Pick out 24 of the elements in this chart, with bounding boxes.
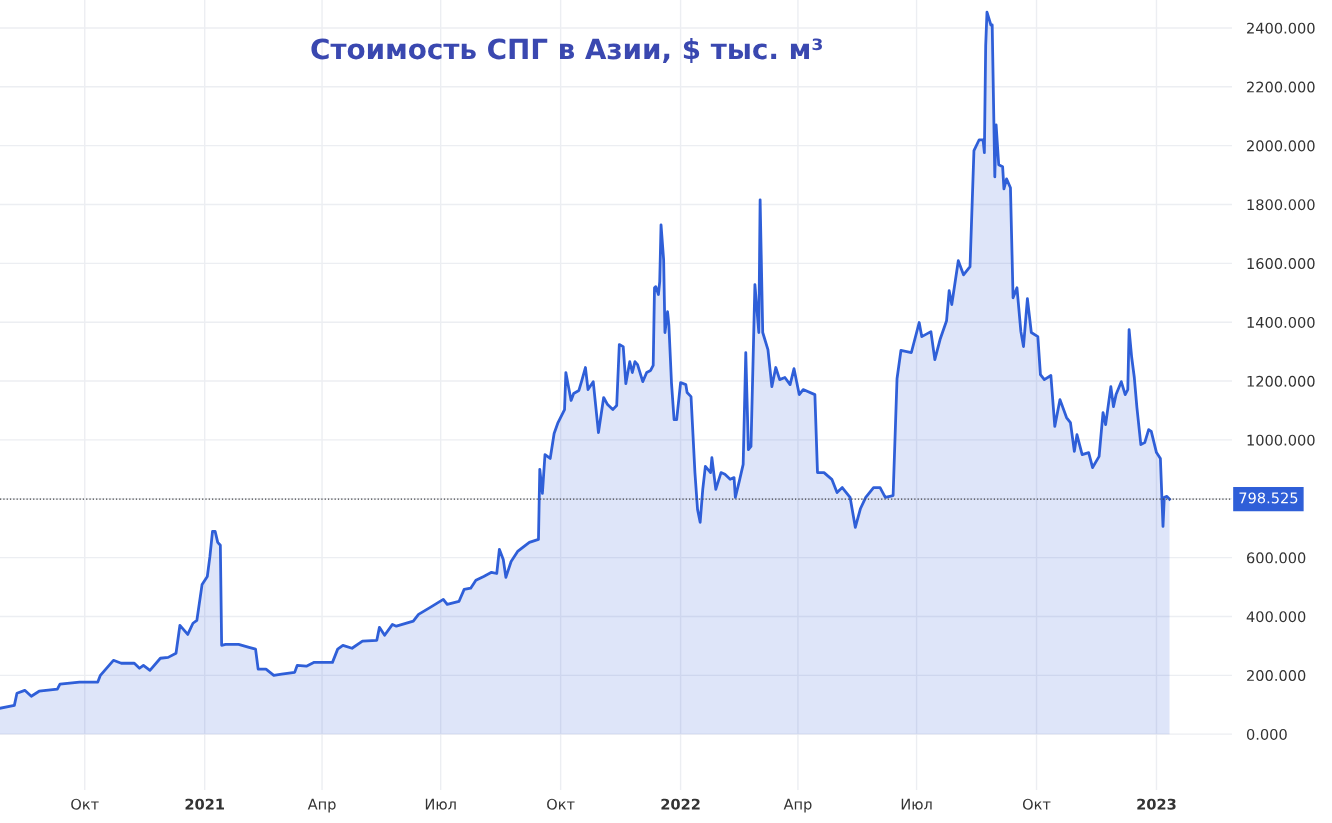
x-tick-label: Апр (307, 798, 336, 813)
x-tick-label: 2021 (185, 798, 224, 810)
y-tick-label: 1000.000 (1247, 434, 1315, 446)
y-tick-label: 2200.000 (1247, 81, 1315, 93)
y-tick-label: 2000.000 (1247, 140, 1315, 152)
x-tick-label: Июл (901, 798, 932, 810)
y-tick-label: 600.000 (1247, 552, 1306, 564)
ref-line-label: 798.525 (1239, 492, 1298, 504)
y-tick-label: 1800.000 (1247, 199, 1315, 211)
y-tick-label: 400.000 (1246, 611, 1306, 623)
x-tick-label: 2023 (1137, 798, 1176, 810)
x-tick-label: Окт (71, 798, 99, 810)
y-tick-label: 0.000 (1246, 728, 1287, 740)
x-tick-label: Окт (1022, 798, 1051, 810)
y-tick-label: 200.000 (1247, 670, 1306, 682)
x-tick-label: Июл (425, 798, 456, 810)
y-tick-label: 1200.000 (1247, 375, 1315, 387)
y-tick-label: 2400.000 (1247, 22, 1315, 34)
x-tick-label: 2022 (661, 798, 700, 810)
y-tick-label: 1600.000 (1247, 258, 1315, 270)
text: Стоимость СПГ в Азии, $ тыс. м³ (311, 37, 822, 64)
y-tick-label: 1400.000 (1247, 316, 1315, 328)
x-tick-label: Окт (547, 798, 575, 810)
x-tick-label: Апр (783, 798, 812, 813)
